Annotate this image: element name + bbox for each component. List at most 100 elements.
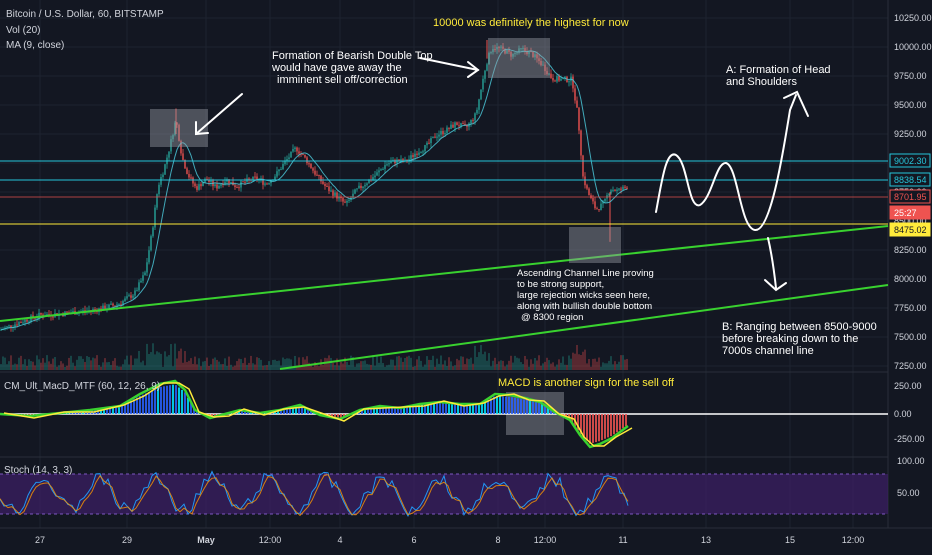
macd-hist-bar bbox=[154, 389, 156, 414]
macd-hist-bar bbox=[160, 387, 162, 414]
macd-hist-bar bbox=[394, 408, 396, 414]
volume-bar bbox=[484, 352, 485, 370]
candle-body bbox=[148, 250, 149, 262]
candle-body bbox=[330, 190, 331, 191]
candle-body bbox=[584, 176, 585, 185]
volume-bar bbox=[64, 367, 65, 370]
volume-bar bbox=[490, 366, 491, 370]
volume-bar bbox=[478, 352, 479, 370]
volume-bar bbox=[524, 356, 525, 370]
volume-bar bbox=[156, 351, 157, 370]
volume-bar bbox=[372, 355, 373, 370]
volume-bar bbox=[90, 360, 91, 370]
candle-body bbox=[572, 77, 573, 89]
volume-bar bbox=[442, 364, 443, 370]
volume-bar bbox=[274, 360, 275, 370]
price-axis-tick: 7500.00 bbox=[894, 332, 927, 342]
volume-bar bbox=[324, 358, 325, 370]
candle-body bbox=[318, 175, 319, 176]
volume-bar bbox=[0, 364, 1, 370]
volume-bar bbox=[362, 361, 363, 370]
candle-body bbox=[458, 125, 459, 126]
macd-hist-bar bbox=[433, 404, 435, 414]
volume-bar bbox=[66, 366, 67, 370]
volume-bar bbox=[170, 344, 171, 370]
price-tag-label: 8838.54 bbox=[894, 175, 927, 185]
volume-bar bbox=[16, 364, 17, 370]
volume-bar bbox=[394, 366, 395, 370]
candle-body bbox=[202, 183, 203, 187]
volume-bar bbox=[450, 361, 451, 370]
candle-body bbox=[198, 184, 199, 190]
volume-bar bbox=[128, 364, 129, 370]
macd-hist-bar bbox=[529, 401, 531, 414]
volume-bar bbox=[512, 363, 513, 370]
volume-bar bbox=[154, 354, 155, 370]
highlight-double-top[interactable] bbox=[488, 38, 550, 78]
volume-bar bbox=[122, 364, 123, 370]
candle-body bbox=[16, 324, 17, 325]
volume-bar bbox=[386, 365, 387, 370]
volume-bar bbox=[480, 345, 481, 370]
candle-body bbox=[550, 74, 551, 78]
macd-hist-bar bbox=[508, 397, 510, 414]
volume-bar bbox=[272, 360, 273, 370]
highlight-first-top[interactable] bbox=[150, 109, 208, 147]
candle-body bbox=[150, 236, 151, 250]
candle-body bbox=[364, 185, 365, 186]
volume-bar bbox=[410, 358, 411, 370]
macd-hist-bar bbox=[610, 414, 612, 436]
volume-bar bbox=[596, 362, 597, 370]
candle-body bbox=[26, 320, 27, 322]
volume-bar bbox=[126, 356, 127, 370]
candle-body bbox=[160, 177, 161, 185]
volume-bar bbox=[210, 364, 211, 370]
candle-body bbox=[378, 170, 379, 172]
volume-bar bbox=[36, 355, 37, 370]
candle-body bbox=[332, 190, 333, 195]
candle-body bbox=[208, 180, 209, 182]
price-axis-tick: 9500.00 bbox=[894, 100, 927, 110]
indicator-volume-label[interactable]: Vol (20) bbox=[6, 25, 40, 36]
macd-hist-bar bbox=[451, 404, 453, 414]
macd-pane-label[interactable]: CM_Ult_MacD_MTF (60, 12, 26, 9) bbox=[4, 381, 160, 392]
stoch-pane-label[interactable]: Stoch (14, 3, 3) bbox=[4, 465, 72, 476]
candle-body bbox=[578, 108, 579, 131]
macd-hist-bar bbox=[148, 392, 150, 414]
volume-bar bbox=[606, 363, 607, 370]
time-axis-tick: 8 bbox=[495, 535, 500, 545]
volume-bar bbox=[396, 356, 397, 370]
candle-body bbox=[194, 184, 195, 187]
candle-body bbox=[266, 183, 267, 184]
candle-body bbox=[242, 181, 243, 182]
volume-bar bbox=[198, 358, 199, 370]
volume-bar bbox=[20, 356, 21, 370]
candle-body bbox=[108, 305, 109, 309]
volume-bar bbox=[138, 351, 139, 370]
volume-bar bbox=[540, 366, 541, 370]
candle-body bbox=[234, 185, 235, 187]
indicator-ma-label[interactable]: MA (9, close) bbox=[6, 40, 64, 51]
volume-bar bbox=[68, 358, 69, 370]
volume-bar bbox=[74, 366, 75, 370]
candle-body bbox=[196, 186, 197, 190]
macd-hist-bar bbox=[430, 404, 432, 414]
highlight-double-bottom[interactable] bbox=[569, 227, 621, 263]
annotation-macd-note[interactable]: MACD is another sign for the sell off bbox=[498, 377, 675, 389]
candle-body bbox=[470, 120, 471, 123]
annotation-top-title[interactable]: 10000 was definitely the highest for now bbox=[433, 17, 629, 29]
symbol-title[interactable]: Bitcoin / U.S. Dollar, 60, BITSTAMP bbox=[6, 9, 164, 20]
candle-body bbox=[472, 120, 473, 121]
volume-bar bbox=[218, 362, 219, 370]
volume-bar bbox=[76, 360, 77, 370]
volume-bar bbox=[264, 365, 265, 370]
volume-bar bbox=[338, 365, 339, 370]
candle-body bbox=[614, 190, 615, 191]
volume-bar bbox=[364, 360, 365, 370]
macd-hist-bar bbox=[172, 385, 174, 414]
price-axis-tick: 7250.00 bbox=[894, 361, 927, 371]
volume-bar bbox=[254, 364, 255, 370]
